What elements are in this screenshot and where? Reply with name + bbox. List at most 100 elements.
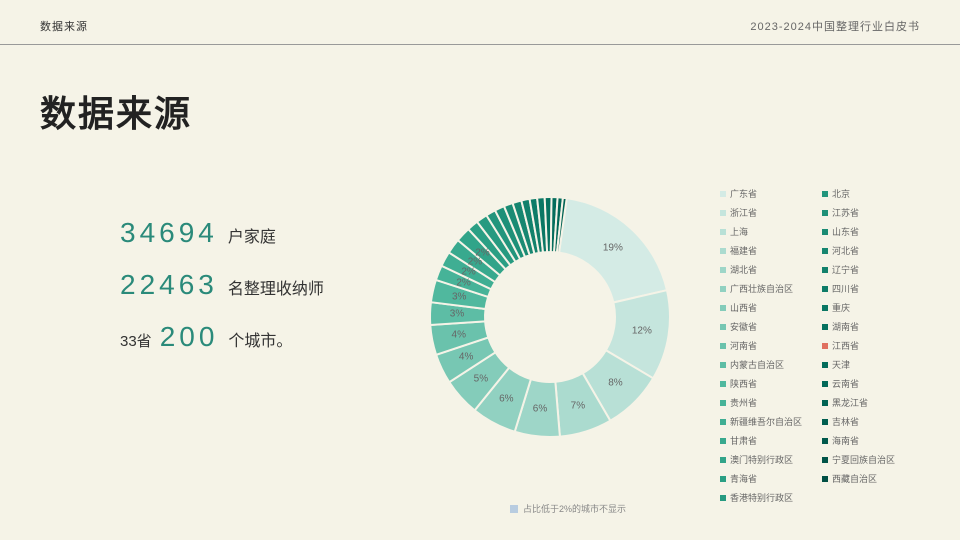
legend-label: 辽宁省 [832,263,859,276]
legend-label: 安徽省 [730,320,757,333]
legend-dot-icon [720,229,726,235]
legend-item: 甘肃省 [720,434,802,447]
legend-item: 四川省 [822,282,895,295]
legend-dot-icon [720,305,726,311]
stat-cities: 33省 200 个城市。 [120,321,400,353]
legend-label: 西藏自治区 [832,472,877,485]
legend-dot-icon [822,324,828,330]
legend-dot-icon [720,248,726,254]
stat-households: 34694 户家庭 [120,217,400,249]
legend-item: 河南省 [720,339,802,352]
legend-label: 江西省 [832,339,859,352]
legend-label: 黑龙江省 [832,396,868,409]
legend-dot-icon [720,457,726,463]
header-right: 2023-2024中国整理行业白皮书 [750,18,920,34]
legend-item: 安徽省 [720,320,802,333]
donut-slice [559,198,667,302]
legend-item: 云南省 [822,377,895,390]
legend-dot-icon [822,286,828,292]
households-label: 户家庭 [228,223,276,247]
legend-label: 湖北省 [730,263,757,276]
legend-label: 江苏省 [832,206,859,219]
legend-label: 香港特别行政区 [730,491,793,504]
legend-dot-icon [720,495,726,501]
footer-dot-icon [510,505,518,513]
legend-dot-icon [720,419,726,425]
legend-label: 四川省 [832,282,859,295]
stat-organizers: 22463 名整理收纳师 [120,269,400,301]
households-number: 34694 [120,217,218,249]
legend-item: 福建省 [720,244,802,257]
legend-label: 河南省 [730,339,757,352]
legend-label: 湖南省 [832,320,859,333]
legend-dot-icon [720,362,726,368]
legend-label: 上海 [730,225,748,238]
legend-label: 山东省 [832,225,859,238]
legend-item: 澳门特别行政区 [720,453,802,466]
legend-item: 江苏省 [822,206,895,219]
legend-dot-icon [720,267,726,273]
header-left: 数据来源 [40,18,88,34]
legend-dot-icon [822,438,828,444]
cities-number: 200 [160,321,219,353]
legend-label: 新疆维吾尔自治区 [730,415,802,428]
legend-label: 贵州省 [730,396,757,409]
legend-item: 河北省 [822,244,895,257]
legend-label: 广东省 [730,187,757,200]
legend-dot-icon [720,343,726,349]
legend-item: 青海省 [720,472,802,485]
legend-dot-icon [822,229,828,235]
legend-dot-icon [822,476,828,482]
donut-chart: 19%12%8%7%6%6%5%4%4%3%3%2%2%2%2% [400,167,700,467]
legend-item: 重庆 [822,301,895,314]
legend-dot-icon [720,324,726,330]
page-title: 数据来源 [40,85,960,137]
legend-item: 吉林省 [822,415,895,428]
legend-item: 天津 [822,358,895,371]
legend-dot-icon [720,438,726,444]
legend-item: 海南省 [822,434,895,447]
legend-label: 内蒙古自治区 [730,358,784,371]
legend-label: 福建省 [730,244,757,257]
legend-label: 甘肃省 [730,434,757,447]
legend-label: 陕西省 [730,377,757,390]
legend-item: 新疆维吾尔自治区 [720,415,802,428]
legend-item: 黑龙江省 [822,396,895,409]
legend-item: 辽宁省 [822,263,895,276]
legend-label: 北京 [832,187,850,200]
legend-dot-icon [822,191,828,197]
legend-item: 江西省 [822,339,895,352]
legend-label: 海南省 [832,434,859,447]
legend-item: 山东省 [822,225,895,238]
legend-dot-icon [720,400,726,406]
provinces-prefix: 33省 [120,330,152,351]
legend-dot-icon [822,400,828,406]
legend-item: 内蒙古自治区 [720,358,802,371]
footer-note-text: 占比低于2%的城市不显示 [523,502,626,515]
legend-item: 陕西省 [720,377,802,390]
legend-dot-icon [720,191,726,197]
legend-label: 吉林省 [832,415,859,428]
legend: 广东省浙江省上海福建省湖北省广西壮族自治区山西省安徽省河南省内蒙古自治区陕西省贵… [700,167,915,504]
legend-dot-icon [822,419,828,425]
legend-dot-icon [822,343,828,349]
legend-dot-icon [822,267,828,273]
legend-item: 西藏自治区 [822,472,895,485]
legend-label: 广西壮族自治区 [730,282,793,295]
legend-item: 浙江省 [720,206,802,219]
organizers-number: 22463 [120,269,218,301]
content: 34694 户家庭 22463 名整理收纳师 33省 200 个城市。 19%1… [0,167,960,504]
legend-label: 青海省 [730,472,757,485]
legend-item: 湖北省 [720,263,802,276]
legend-dot-icon [720,381,726,387]
legend-item: 贵州省 [720,396,802,409]
legend-item: 北京 [822,187,895,200]
legend-dot-icon [822,210,828,216]
legend-label: 澳门特别行政区 [730,453,793,466]
legend-item: 宁夏回族自治区 [822,453,895,466]
legend-dot-icon [720,476,726,482]
legend-label: 浙江省 [730,206,757,219]
legend-dot-icon [822,457,828,463]
stats-panel: 34694 户家庭 22463 名整理收纳师 33省 200 个城市。 [0,167,400,504]
legend-dot-icon [720,210,726,216]
